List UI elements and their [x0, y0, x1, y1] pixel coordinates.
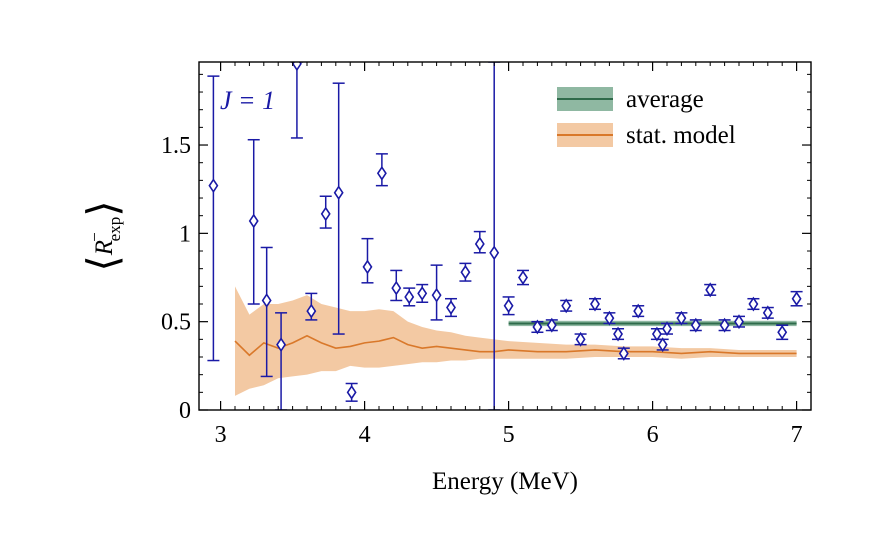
ticks [199, 62, 811, 411]
data-point [613, 326, 624, 342]
stat-model-line [234, 334, 797, 357]
data-point [261, 293, 272, 308]
data-point [489, 245, 500, 261]
data-point [657, 337, 668, 353]
data-point [561, 298, 572, 314]
data-point [460, 264, 471, 280]
svg-text:⟨R−exp⟩: ⟨R−exp⟩ [81, 200, 127, 271]
data-point [575, 331, 586, 347]
x-tick-label: 4 [359, 422, 371, 448]
data-point [376, 165, 387, 181]
y-title-close-bracket: ⟩ [81, 200, 127, 216]
data-point [248, 213, 259, 229]
data-point [474, 236, 485, 252]
data-point [777, 324, 788, 340]
tick-labels: 3 4 5 6 7 0 0.5 1 1.5 [161, 133, 803, 448]
data-point [762, 305, 773, 321]
data-point [676, 310, 687, 326]
data-point [208, 178, 219, 194]
data-point [333, 185, 344, 201]
data-point [346, 384, 357, 400]
stat-model-band [235, 286, 797, 396]
data-point [503, 298, 514, 314]
y-tick-label: 1 [179, 221, 191, 247]
data-point [590, 296, 600, 312]
average-layer [508, 320, 797, 327]
data-point [633, 303, 644, 319]
y-title-sub: exp [105, 217, 124, 242]
data-point [518, 270, 528, 285]
data-point [362, 259, 373, 275]
data-point [446, 300, 456, 315]
data-point [734, 314, 744, 330]
x-tick-label: 3 [215, 422, 227, 448]
y-title-base: R [91, 240, 118, 256]
data-point [546, 317, 557, 333]
x-axis-title: Energy (MeV) [432, 468, 578, 495]
data-point [532, 319, 543, 335]
y-axis-title: ⟨R−exp⟩ [81, 200, 127, 271]
x-tick-label: 5 [503, 422, 515, 448]
data-point [417, 285, 428, 301]
y-title-open-bracket: ⟨ [81, 255, 127, 271]
plot-frame [198, 61, 812, 411]
x-tick-label: 6 [647, 422, 659, 448]
legend-label-average: average [626, 86, 704, 113]
data-layer [207, 62, 803, 410]
y-title-sup: − [85, 232, 104, 242]
data-point [604, 310, 615, 326]
data-point [690, 317, 701, 333]
legend-label-stat-model: stat. model [626, 122, 736, 149]
data-point [404, 289, 415, 305]
x-tick-label: 7 [791, 422, 803, 448]
y-tick-label: 1.5 [161, 133, 191, 159]
data-point [391, 280, 402, 296]
data-point [431, 287, 442, 303]
data-point [291, 62, 302, 72]
y-tick-label: 0 [179, 398, 191, 424]
data-point [618, 346, 629, 361]
data-point [662, 321, 672, 337]
y-tick-label: 0.5 [161, 310, 191, 336]
data-point [320, 206, 331, 222]
legend: average stat. model [557, 86, 736, 149]
data-point [306, 303, 317, 319]
data-point [705, 282, 716, 298]
j-annotation: J = 1 [220, 86, 275, 115]
data-point [276, 337, 287, 353]
stat-model-layer [234, 286, 797, 396]
data-point [748, 296, 759, 312]
data-point [719, 317, 730, 333]
data-point [791, 291, 802, 307]
